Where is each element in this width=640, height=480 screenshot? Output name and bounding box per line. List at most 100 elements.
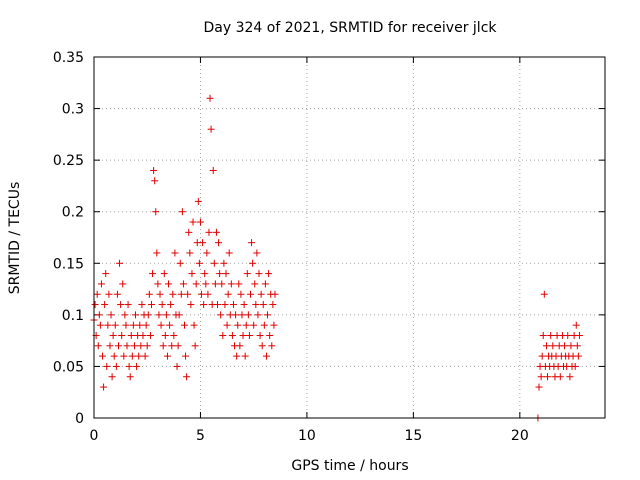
data-point <box>224 290 232 298</box>
data-point <box>175 311 183 319</box>
data-point <box>132 311 140 319</box>
data-point <box>97 280 105 288</box>
data-point <box>571 362 579 370</box>
data-point <box>139 331 147 339</box>
data-point <box>116 259 124 267</box>
data-point <box>241 352 249 360</box>
data-point <box>153 249 161 257</box>
data-point <box>165 280 173 288</box>
data-point <box>151 177 159 185</box>
plot-frame <box>93 56 606 419</box>
data-point <box>211 280 219 288</box>
data-point <box>91 301 99 309</box>
data-point <box>159 342 167 350</box>
data-point <box>95 311 103 319</box>
data-point <box>169 290 177 298</box>
data-point <box>124 301 132 309</box>
data-point <box>234 321 242 329</box>
data-point <box>248 239 256 247</box>
data-point <box>191 342 199 350</box>
data-point <box>96 321 104 329</box>
data-point <box>264 311 272 319</box>
data-point <box>145 290 153 298</box>
data-point <box>118 331 126 339</box>
data-point <box>137 342 145 350</box>
data-point <box>179 280 187 288</box>
data-point <box>108 373 116 381</box>
data-point <box>109 331 117 339</box>
data-point <box>245 331 253 339</box>
data-point <box>232 311 240 319</box>
data-point <box>154 280 162 288</box>
data-point <box>180 321 188 329</box>
data-point <box>101 301 109 309</box>
x-axis-label: GPS time / hours <box>291 458 408 474</box>
data-point <box>220 259 228 267</box>
data-point <box>117 301 125 309</box>
data-point <box>149 270 157 278</box>
data-point <box>212 228 220 236</box>
data-point <box>185 228 193 236</box>
data-point <box>198 290 206 298</box>
data-point <box>547 331 555 339</box>
data-point <box>127 331 135 339</box>
data-point <box>561 342 569 350</box>
data-point <box>102 270 110 278</box>
data-point <box>130 342 138 350</box>
data-point <box>183 373 191 381</box>
data-point <box>143 342 151 350</box>
data-point <box>163 352 171 360</box>
data-point <box>178 208 186 216</box>
data-point <box>574 352 582 360</box>
data-point <box>556 373 564 381</box>
data-point <box>219 331 227 339</box>
x-tick-label: 0 <box>90 428 99 444</box>
data-point <box>255 270 263 278</box>
data-point <box>268 342 276 350</box>
data-point <box>133 362 141 370</box>
data-point <box>270 321 278 329</box>
data-point <box>271 290 279 298</box>
y-tick-label: 0.2 <box>62 205 84 221</box>
data-point <box>244 311 252 319</box>
data-point <box>257 290 265 298</box>
data-point <box>174 342 182 350</box>
data-point <box>205 228 213 236</box>
data-point <box>106 342 114 350</box>
data-point <box>254 311 262 319</box>
data-point <box>252 301 260 309</box>
data-point <box>199 239 207 247</box>
data-point <box>210 259 218 267</box>
data-point <box>123 342 131 350</box>
data-point <box>177 290 185 298</box>
data-point <box>240 301 248 309</box>
data-point <box>242 321 250 329</box>
data-point <box>120 352 128 360</box>
chart-title: Day 324 of 2021, SRMTID for receiver jlc… <box>204 20 498 36</box>
data-point <box>152 208 160 216</box>
data-point <box>146 331 154 339</box>
grid <box>94 57 605 418</box>
data-point <box>218 280 226 288</box>
data-point <box>235 280 243 288</box>
data-point <box>243 270 251 278</box>
data-point <box>251 280 259 288</box>
data-point <box>107 311 115 319</box>
data-point <box>217 311 225 319</box>
x-tick-label: 20 <box>511 428 529 444</box>
data-point <box>258 342 266 350</box>
data-point <box>215 239 223 247</box>
data-point <box>216 270 224 278</box>
data-point <box>259 301 267 309</box>
x-ticks: 0 5 10 15 20 <box>90 57 529 444</box>
data-point <box>572 321 580 329</box>
data-point <box>203 249 211 257</box>
data-point <box>233 352 241 360</box>
data-point <box>206 94 214 102</box>
data-point <box>261 280 269 288</box>
data-point <box>221 301 229 309</box>
data-point <box>128 352 136 360</box>
data-point <box>104 321 112 329</box>
data-point <box>155 311 163 319</box>
data-point <box>176 259 184 267</box>
